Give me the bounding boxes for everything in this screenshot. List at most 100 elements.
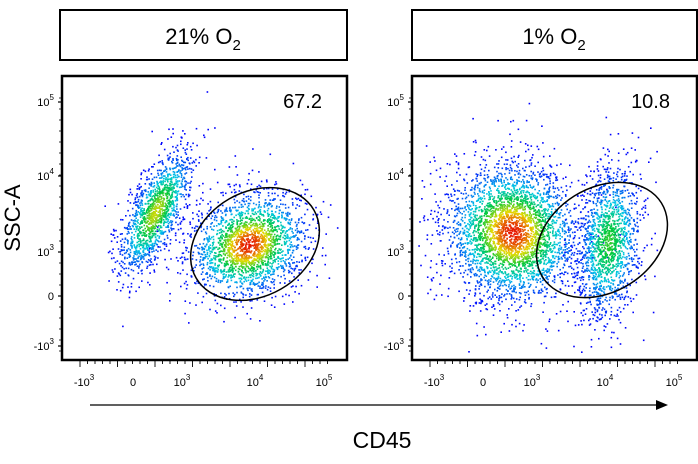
event-dot bbox=[247, 276, 250, 279]
event-dot bbox=[149, 207, 151, 209]
event-dot bbox=[281, 214, 283, 216]
event-dot bbox=[437, 211, 439, 214]
event-dot bbox=[243, 257, 245, 260]
event-dot bbox=[493, 197, 495, 200]
event-dot bbox=[215, 269, 217, 272]
event-dot bbox=[211, 267, 214, 270]
event-dot bbox=[122, 283, 125, 286]
event-dot bbox=[515, 291, 517, 294]
event-dot bbox=[532, 228, 534, 230]
event-dot bbox=[150, 190, 152, 192]
event-dot bbox=[136, 225, 139, 227]
event-dot bbox=[423, 219, 426, 222]
event-dot bbox=[262, 241, 264, 243]
event-dot bbox=[524, 263, 527, 266]
event-dot bbox=[190, 168, 193, 170]
event-dot bbox=[209, 244, 212, 246]
event-dot bbox=[181, 262, 184, 265]
event-dot bbox=[537, 252, 539, 254]
event-dot bbox=[222, 241, 225, 244]
event-dot bbox=[511, 219, 513, 221]
event-dot bbox=[246, 254, 248, 257]
event-dot bbox=[303, 246, 305, 248]
event-dot bbox=[252, 229, 255, 232]
event-dot bbox=[159, 220, 161, 223]
event-dot bbox=[171, 223, 173, 226]
event-dot bbox=[229, 226, 232, 228]
event-dot bbox=[230, 240, 232, 243]
event-dot bbox=[472, 231, 474, 234]
event-dot bbox=[247, 241, 250, 244]
event-dot bbox=[242, 217, 244, 220]
event-dot bbox=[559, 268, 561, 271]
density-points-left bbox=[104, 91, 339, 328]
event-dot bbox=[140, 172, 143, 174]
event-dot bbox=[130, 242, 132, 245]
event-dot bbox=[250, 246, 252, 248]
event-dot bbox=[237, 234, 240, 236]
event-dot bbox=[290, 254, 292, 257]
event-dot bbox=[239, 280, 242, 282]
event-dot bbox=[149, 195, 152, 197]
event-dot bbox=[162, 177, 165, 180]
event-dot bbox=[567, 300, 569, 303]
event-dot bbox=[256, 253, 259, 256]
event-dot bbox=[231, 230, 233, 232]
event-dot bbox=[282, 195, 284, 197]
event-dot bbox=[487, 271, 490, 274]
event-dot bbox=[143, 217, 145, 219]
event-dot bbox=[463, 271, 465, 274]
event-dot bbox=[144, 241, 147, 243]
event-dot bbox=[150, 222, 152, 224]
event-dot bbox=[137, 200, 140, 203]
event-dot bbox=[260, 260, 263, 262]
event-dot bbox=[516, 222, 519, 224]
event-dot bbox=[270, 235, 272, 238]
event-dot bbox=[172, 201, 174, 203]
event-dot bbox=[140, 211, 142, 213]
event-dot bbox=[222, 217, 224, 219]
event-dot bbox=[149, 284, 151, 286]
event-dot bbox=[175, 163, 177, 165]
event-dot bbox=[254, 258, 256, 261]
event-dot bbox=[475, 230, 477, 233]
event-dot bbox=[149, 199, 152, 201]
event-dot bbox=[151, 182, 153, 185]
event-dot bbox=[280, 232, 282, 234]
event-dot bbox=[287, 250, 289, 252]
event-dot bbox=[144, 254, 146, 257]
event-dot bbox=[515, 228, 517, 231]
event-dot bbox=[273, 287, 275, 289]
event-dot bbox=[484, 166, 487, 169]
event-dot bbox=[435, 201, 437, 203]
event-dot bbox=[552, 196, 555, 198]
event-dot bbox=[146, 212, 149, 214]
event-dot bbox=[316, 213, 319, 216]
event-dot bbox=[140, 256, 142, 259]
event-dot bbox=[146, 176, 148, 178]
event-dot bbox=[269, 251, 272, 254]
event-dot bbox=[187, 168, 189, 170]
event-dot bbox=[262, 256, 264, 258]
event-dot bbox=[530, 164, 533, 166]
event-dot bbox=[179, 170, 182, 172]
event-dot bbox=[280, 260, 282, 263]
event-dot bbox=[149, 272, 151, 274]
event-dot bbox=[489, 202, 491, 204]
event-dot bbox=[471, 267, 474, 269]
event-dot bbox=[274, 216, 277, 219]
event-dot bbox=[148, 246, 150, 248]
event-dot bbox=[554, 231, 557, 233]
event-dot bbox=[537, 225, 539, 227]
event-dot bbox=[182, 130, 184, 132]
event-dot bbox=[149, 244, 152, 246]
event-dot bbox=[157, 211, 160, 213]
event-dot bbox=[159, 181, 161, 184]
event-dot bbox=[293, 276, 295, 278]
event-dot bbox=[134, 258, 136, 260]
event-dot bbox=[503, 322, 505, 325]
event-dot bbox=[259, 237, 261, 239]
event-dot bbox=[281, 254, 284, 256]
event-dot bbox=[160, 215, 162, 218]
event-dot bbox=[444, 263, 446, 265]
